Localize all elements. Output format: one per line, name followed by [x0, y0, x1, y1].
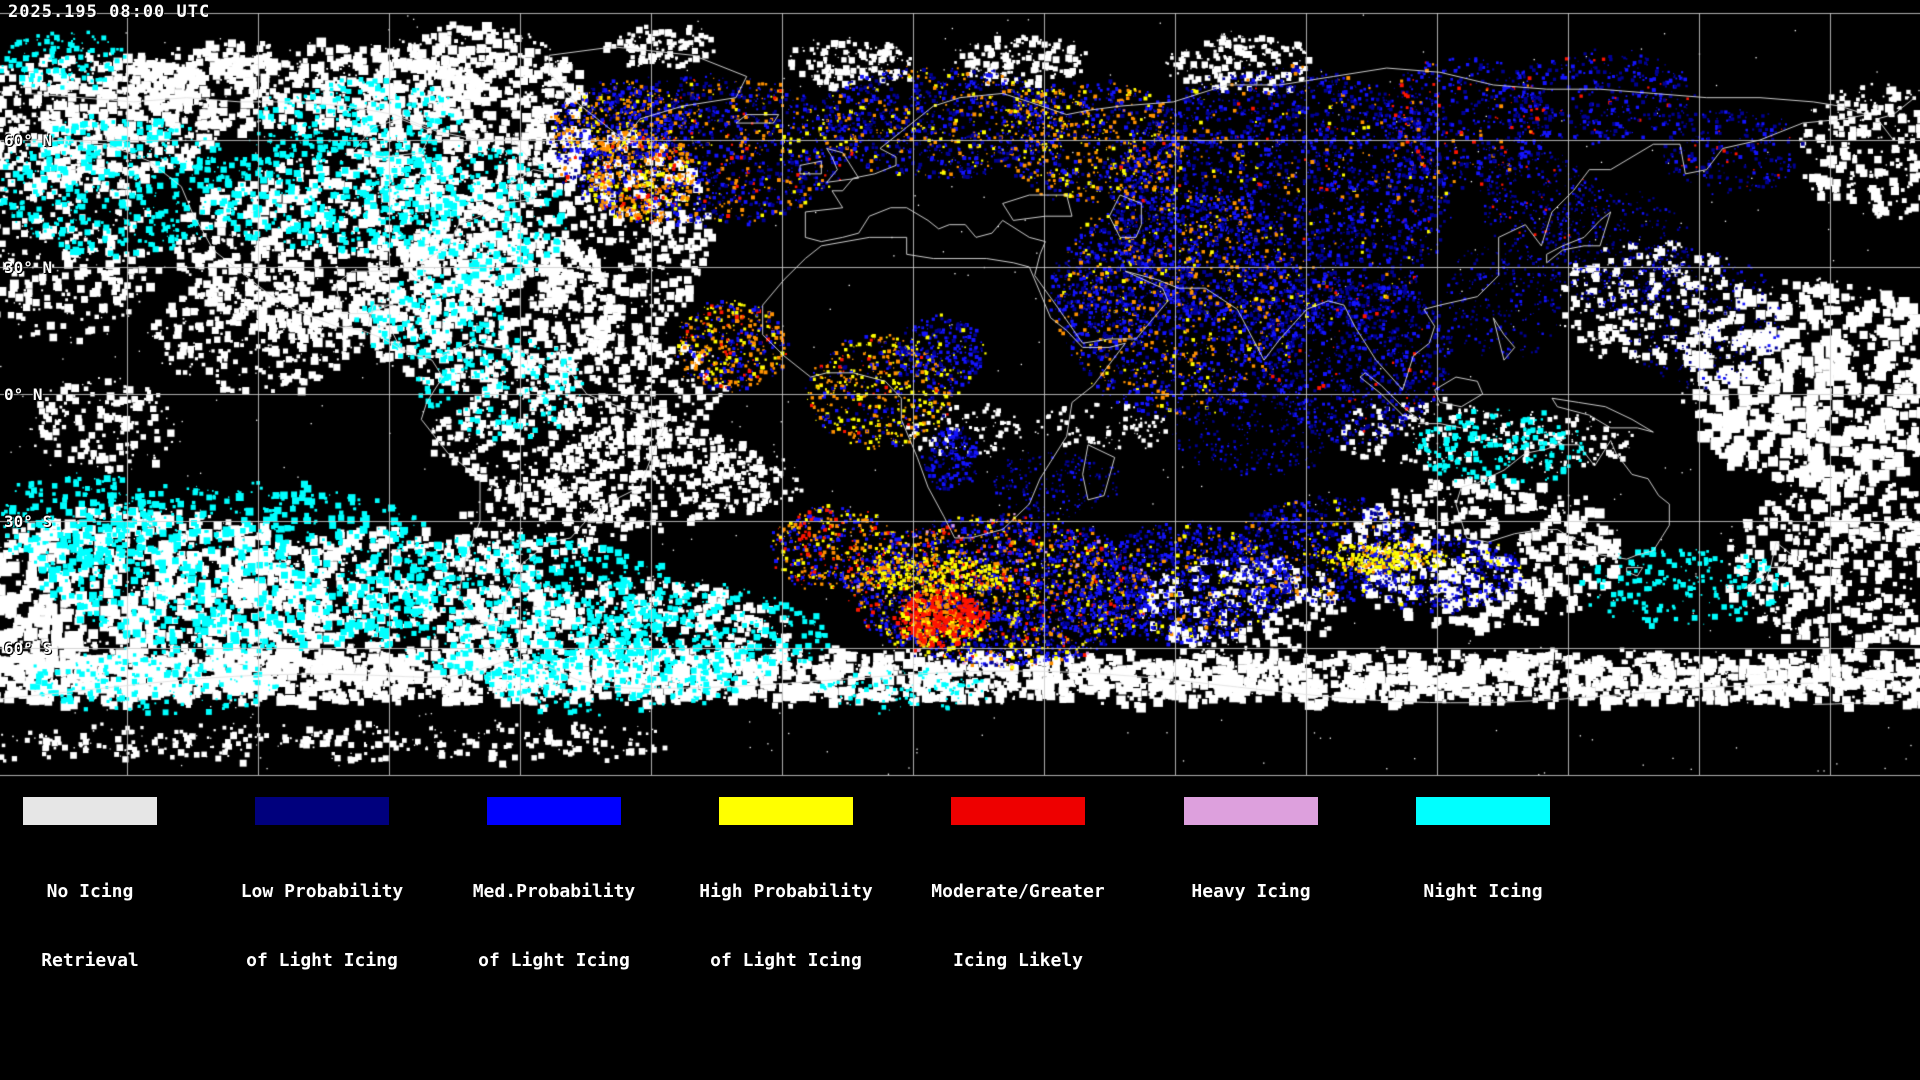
- legend-item-med-probability: Med.Probability of Light Icing: [438, 797, 670, 1018]
- legend-label-line: High Probability: [699, 881, 873, 902]
- legend-label-low-probability: Low Probability of Light Icing: [241, 834, 404, 1018]
- legend-item-no-icing: No Icing Retrieval: [0, 797, 206, 1018]
- legend-swatch-med-probability: [487, 797, 621, 825]
- satellite-icing-map-canvas: [0, 0, 1920, 790]
- legend-item-high-probability: High Probability of Light Icing: [670, 797, 902, 1018]
- legend-item-night-icing: Night Icing: [1367, 797, 1599, 995]
- legend-swatch-no-icing: [23, 797, 157, 825]
- legend-item-low-probability: Low Probability of Light Icing: [206, 797, 438, 1018]
- legend-label-line: Low Probability: [240, 881, 404, 902]
- legend-label-no-icing: No Icing Retrieval: [41, 834, 139, 1018]
- legend-label-line: of Light Icing: [246, 950, 398, 971]
- legend-label-line: of Light Icing: [710, 950, 862, 971]
- legend-label-line: Night Icing: [1423, 881, 1543, 902]
- legend-label-line: Retrieval: [41, 950, 139, 971]
- legend-label-moderate-greater: Moderate/Greater Icing Likely: [931, 834, 1104, 1018]
- legend-swatch-high-probability: [719, 797, 853, 825]
- legend-label-med-probability: Med.Probability of Light Icing: [473, 834, 636, 1018]
- latitude-label-60n: 60° N: [4, 131, 53, 150]
- latitude-label-30n: 30° N: [4, 258, 53, 277]
- legend-swatch-moderate-greater: [951, 797, 1085, 825]
- legend-swatch-low-probability: [255, 797, 389, 825]
- latitude-label-equator: 0° N: [4, 385, 43, 404]
- legend-label-night-icing: Night Icing: [1423, 834, 1542, 995]
- legend-label-line: No Icing: [46, 881, 134, 902]
- legend-label-line: Icing Likely: [952, 950, 1084, 971]
- legend-item-moderate-greater: Moderate/Greater Icing Likely: [902, 797, 1134, 1018]
- legend-label-line: Med.Probability: [472, 881, 636, 902]
- latitude-label-60s: 60° S: [4, 639, 53, 658]
- legend-label-line: Heavy Icing: [1191, 881, 1311, 902]
- legend-swatch-heavy-icing: [1184, 797, 1318, 825]
- world-map: 2025.195 08:00 UTC 60° N 30° N 0° N 30° …: [0, 0, 1920, 790]
- latitude-label-30s: 30° S: [4, 512, 53, 531]
- legend-label-line: of Light Icing: [478, 950, 630, 971]
- legend-swatch-night-icing: [1416, 797, 1550, 825]
- timestamp: 2025.195 08:00 UTC: [8, 2, 211, 22]
- legend-label-high-probability: High Probability of Light Icing: [699, 834, 872, 1018]
- legend-item-heavy-icing: Heavy Icing: [1135, 797, 1367, 995]
- legend-label-heavy-icing: Heavy Icing: [1191, 834, 1310, 995]
- legend-label-line: Moderate/Greater: [931, 881, 1105, 902]
